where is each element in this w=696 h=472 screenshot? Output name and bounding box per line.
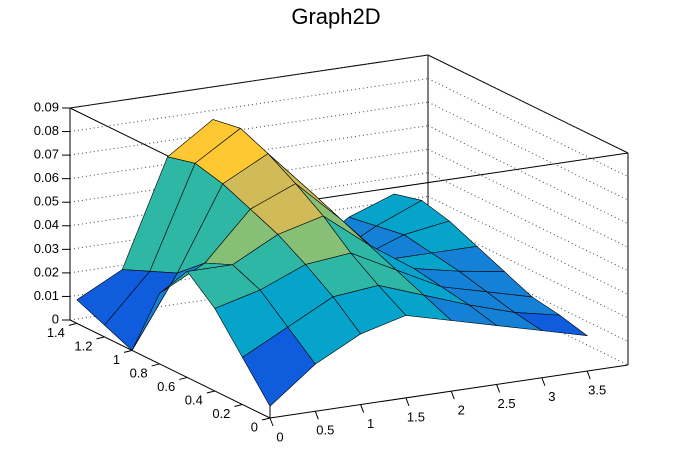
x-tick-label: 0.5 (316, 423, 334, 438)
tick-mark (314, 411, 319, 420)
tick-mark (96, 336, 105, 340)
chart-title: Graph2D (291, 4, 380, 29)
x-tick-label: 0 (276, 429, 283, 444)
grid-line (427, 78, 629, 178)
axis-line (69, 319, 271, 419)
tick-mark (586, 370, 591, 380)
z-tick-label: 0.08 (34, 123, 59, 138)
axis-line (269, 152, 629, 207)
grid-line (69, 101, 429, 156)
tick-mark (179, 376, 188, 380)
tick-mark (541, 377, 546, 386)
tick-mark (68, 322, 78, 326)
grid-line (427, 101, 629, 201)
z-tick-label: 0.03 (34, 241, 59, 256)
y-tick-label: 0.6 (157, 379, 175, 394)
z-tick-label: 0.07 (34, 147, 59, 162)
x-tick-label: 2.5 (498, 396, 516, 411)
x-tick-label: 2 (458, 403, 465, 418)
tick-mark (450, 390, 455, 400)
z-tick-label: 0.05 (34, 194, 59, 209)
y-tick-label: 0 (251, 419, 258, 434)
y-tick-label: 0.4 (185, 392, 203, 407)
tick-mark (261, 417, 271, 421)
tick-mark (206, 390, 215, 394)
grid-line (69, 78, 429, 133)
z-tick-label: 0.04 (34, 217, 59, 232)
x-tick-label: 1.5 (407, 409, 425, 424)
y-tick-label: 0.2 (212, 406, 230, 421)
tick-mark (360, 404, 365, 413)
tick-mark (496, 384, 501, 393)
y-tick-label: 1 (113, 352, 120, 367)
tick-mark (405, 397, 410, 407)
z-tick-label: 0.06 (34, 170, 59, 185)
y-tick-label: 1.4 (47, 325, 65, 340)
tick-mark (123, 349, 133, 353)
grid-line (427, 125, 629, 225)
z-tick-label: 0.01 (34, 288, 59, 303)
z-tick-label: 0.02 (34, 264, 59, 279)
y-tick-label: 1.2 (74, 338, 92, 353)
surface-cell (242, 326, 316, 407)
tick-mark (269, 417, 274, 427)
x-tick-label: 3.5 (588, 382, 606, 397)
tick-mark (151, 363, 160, 367)
axis-line (269, 364, 629, 419)
tick-mark (234, 403, 243, 407)
y-tick-label: 0.8 (130, 365, 148, 380)
z-tick-label: 0.09 (34, 99, 59, 114)
x-tick-label: 3 (548, 389, 555, 404)
z-tick-label: 0 (52, 311, 59, 326)
x-tick-label: 1 (367, 416, 374, 431)
grid-line (69, 54, 429, 109)
axis-line (427, 54, 629, 154)
